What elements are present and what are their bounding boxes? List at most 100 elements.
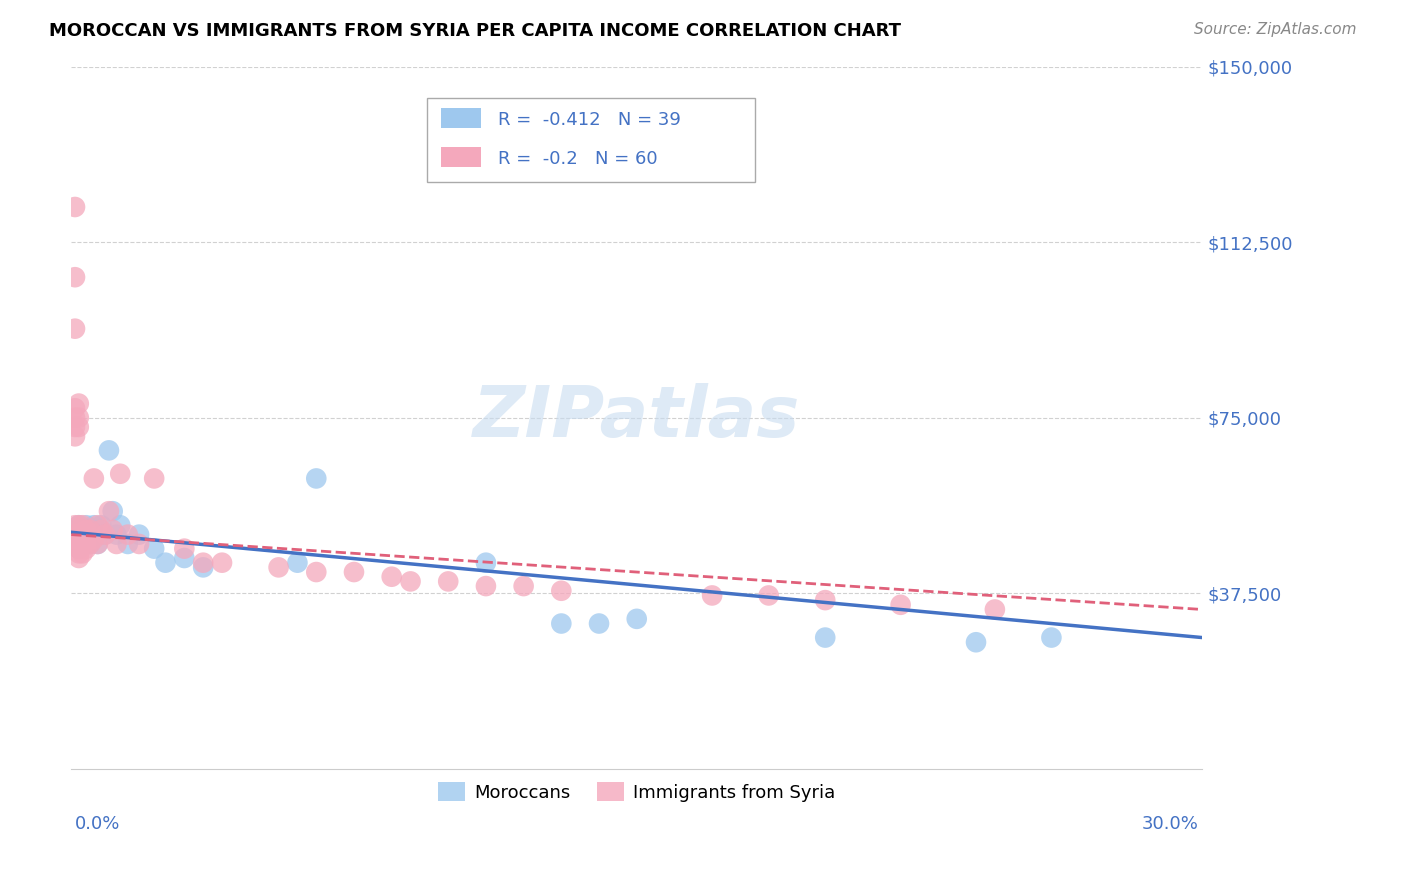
Text: MOROCCAN VS IMMIGRANTS FROM SYRIA PER CAPITA INCOME CORRELATION CHART: MOROCCAN VS IMMIGRANTS FROM SYRIA PER CA… xyxy=(49,22,901,40)
Point xyxy=(79,537,101,551)
Point xyxy=(97,443,120,458)
Point xyxy=(67,537,90,551)
Point xyxy=(67,551,90,566)
Point xyxy=(75,533,97,547)
Point xyxy=(63,410,86,425)
Point xyxy=(173,551,195,566)
Point xyxy=(1040,631,1063,645)
Point xyxy=(86,518,108,533)
Point xyxy=(67,541,90,556)
Point xyxy=(94,527,117,541)
Point xyxy=(63,429,86,443)
Point xyxy=(67,420,90,434)
Text: Source: ZipAtlas.com: Source: ZipAtlas.com xyxy=(1194,22,1357,37)
Point xyxy=(63,533,86,547)
Point xyxy=(117,527,139,541)
Point xyxy=(399,574,422,589)
Point xyxy=(890,598,912,612)
Point xyxy=(63,533,86,547)
Point xyxy=(67,533,90,547)
Point xyxy=(72,537,94,551)
Point xyxy=(305,565,328,579)
Point xyxy=(63,527,86,541)
FancyBboxPatch shape xyxy=(427,98,755,183)
Point xyxy=(72,518,94,533)
Point xyxy=(86,537,108,551)
Point xyxy=(63,401,86,416)
Point xyxy=(75,518,97,533)
Point xyxy=(588,616,610,631)
Point xyxy=(305,471,328,485)
Point xyxy=(101,504,124,518)
Point xyxy=(86,537,108,551)
Point xyxy=(211,556,233,570)
Text: 30.0%: 30.0% xyxy=(1142,815,1198,833)
Point xyxy=(94,527,117,541)
FancyBboxPatch shape xyxy=(441,108,481,128)
Point xyxy=(128,527,150,541)
Point xyxy=(193,556,215,570)
Point xyxy=(814,631,837,645)
Point xyxy=(67,527,90,541)
Point xyxy=(173,541,195,556)
Point xyxy=(128,537,150,551)
Point xyxy=(67,527,90,541)
Point xyxy=(67,537,90,551)
Text: ZIPatlas: ZIPatlas xyxy=(472,383,800,452)
Point xyxy=(72,523,94,537)
Point xyxy=(72,533,94,547)
Point xyxy=(475,579,498,593)
Point xyxy=(287,556,309,570)
Point xyxy=(965,635,987,649)
Point xyxy=(267,560,290,574)
Point xyxy=(63,321,86,335)
Point xyxy=(86,523,108,537)
Point xyxy=(75,541,97,556)
Point xyxy=(75,533,97,547)
Point xyxy=(63,537,86,551)
Point xyxy=(72,533,94,547)
Point xyxy=(79,523,101,537)
Point xyxy=(512,579,534,593)
Point xyxy=(79,537,101,551)
Point xyxy=(67,541,90,556)
Point xyxy=(63,518,86,533)
Point xyxy=(984,602,1007,616)
Point xyxy=(67,396,90,410)
Point xyxy=(72,527,94,541)
Point xyxy=(67,518,90,533)
Point xyxy=(475,556,498,570)
Point xyxy=(67,410,90,425)
Point xyxy=(381,570,404,584)
Point xyxy=(83,518,105,533)
Point xyxy=(550,616,572,631)
Point xyxy=(758,589,780,603)
Point xyxy=(72,527,94,541)
Point xyxy=(63,527,86,541)
Point xyxy=(83,471,105,485)
Point xyxy=(67,518,90,533)
Point xyxy=(437,574,460,589)
Point xyxy=(79,523,101,537)
Point xyxy=(83,527,105,541)
Point xyxy=(67,546,90,560)
Point xyxy=(101,523,124,537)
Text: R =  -0.412   N = 39: R = -0.412 N = 39 xyxy=(498,111,681,128)
Point xyxy=(143,471,166,485)
Point xyxy=(193,560,215,574)
Point xyxy=(90,518,112,533)
Point xyxy=(90,523,112,537)
Point xyxy=(700,589,723,603)
Point xyxy=(117,537,139,551)
Point xyxy=(110,518,132,533)
Point xyxy=(105,527,128,541)
Point xyxy=(343,565,366,579)
Point xyxy=(143,541,166,556)
Point xyxy=(626,612,648,626)
Point xyxy=(63,420,86,434)
Point xyxy=(110,467,132,481)
Point xyxy=(63,200,86,214)
Text: R =  -0.2   N = 60: R = -0.2 N = 60 xyxy=(498,150,657,168)
Point xyxy=(550,583,572,598)
Legend: Moroccans, Immigrants from Syria: Moroccans, Immigrants from Syria xyxy=(430,775,842,809)
